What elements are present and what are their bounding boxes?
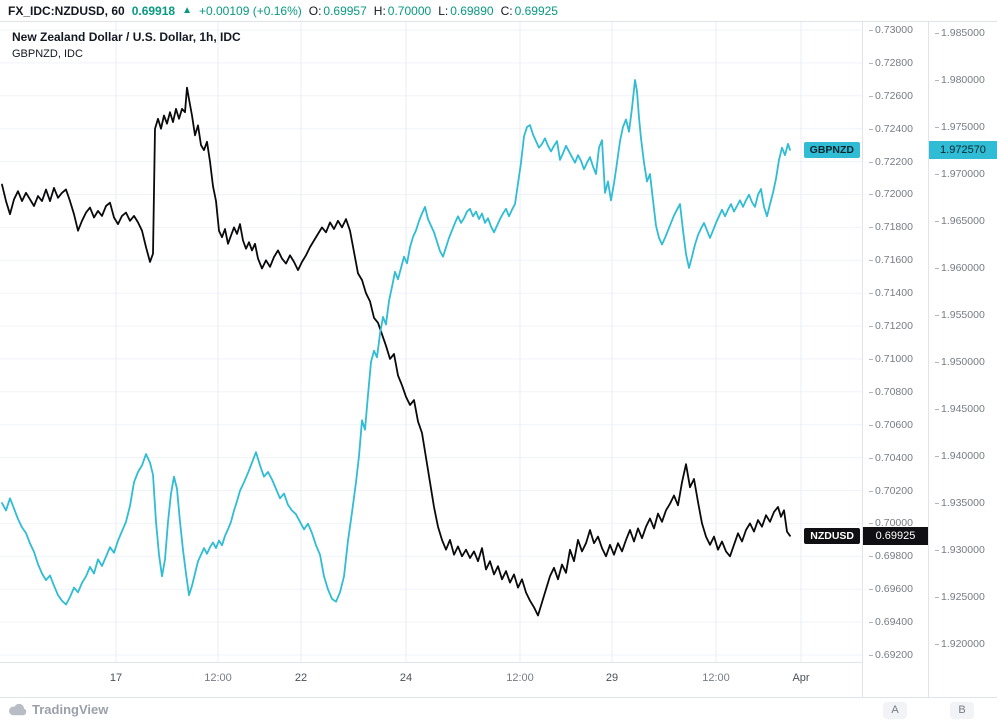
price-tick-label: 1.955000 — [935, 309, 985, 321]
nzdusd-series-tag: NZDUSD — [804, 527, 860, 544]
time-tick-label: Apr — [792, 672, 810, 684]
time-tick-label: 12:00 — [702, 672, 730, 684]
open-value: O: 0.69957 — [308, 3, 367, 18]
time-tick-label: 12:00 — [506, 672, 534, 684]
price-tick-label: 1.965000 — [935, 215, 985, 227]
last-price: 0.69918 — [131, 3, 176, 18]
time-tick-label: 24 — [399, 672, 413, 684]
symbol-info-bar: FX_IDC:NZDUSD, 60 0.69918 ▲ +0.00109 (+0… — [0, 0, 997, 22]
legend-main-series[interactable]: New Zealand Dollar / U.S. Dollar, 1h, ID… — [12, 30, 241, 44]
high-value: H: 0.70000 — [373, 3, 432, 18]
nzdusd-line — [1, 86, 791, 617]
close-value: C: 0.69925 — [500, 3, 558, 18]
gbpnzd-series-tag: GBPNZD — [803, 141, 860, 158]
price-chart-canvas[interactable] — [0, 22, 862, 662]
price-tick-label: 1.945000 — [935, 403, 985, 415]
price-tick-label: 0.72000 — [869, 188, 913, 200]
price-tick-label: 0.72600 — [869, 90, 913, 102]
price-tick-label: 1.975000 — [935, 121, 985, 133]
chart-legend: New Zealand Dollar / U.S. Dollar, 1h, ID… — [12, 30, 241, 60]
price-tick-label: 0.72400 — [869, 123, 913, 135]
price-tick-label: 0.71200 — [869, 320, 913, 332]
price-tick-label: 1.970000 — [935, 168, 985, 180]
price-tick-label: 0.71800 — [869, 221, 913, 233]
time-tick-label: 22 — [294, 672, 308, 684]
chart-area[interactable]: New Zealand Dollar / U.S. Dollar, 1h, ID… — [0, 22, 997, 662]
bottom-toolbar: TradingView A B — [0, 697, 997, 723]
price-tick-label: 0.70600 — [869, 419, 913, 431]
price-tick-label: 1.950000 — [935, 356, 985, 368]
price-tick-label: 1.960000 — [935, 262, 985, 274]
low-value: L: 0.69890 — [438, 3, 494, 18]
price-tick-label: 0.71600 — [869, 254, 913, 266]
nzdusd-price-badge: 0.69925 — [863, 526, 928, 545]
price-tick-label: 1.935000 — [935, 497, 985, 509]
price-tick-label: 0.70200 — [869, 485, 913, 497]
price-tick-label: 0.70800 — [869, 386, 913, 398]
price-tick-label: 0.69800 — [869, 550, 913, 562]
price-axis-b[interactable]: 1.985000 1.980000 1.975000 1.970000 1.965000… — [928, 22, 997, 697]
price-tick-label: 0.69200 — [869, 649, 913, 661]
time-tick-label: 12:00 — [204, 672, 232, 684]
price-tick-label: 1.985000 — [935, 27, 985, 39]
price-tick-label: 1.920000 — [935, 638, 985, 650]
price-tick-label: 0.73000 — [869, 24, 913, 36]
symbol-title[interactable]: FX_IDC:NZDUSD, 60 — [8, 3, 125, 18]
tradingview-wordmark: TradingView — [32, 702, 109, 717]
scale-b-button[interactable]: B — [950, 702, 974, 719]
price-tick-label: 0.71000 — [869, 353, 913, 365]
tradingview-logo[interactable]: TradingView — [8, 702, 108, 717]
price-tick-label: 1.980000 — [935, 74, 985, 86]
price-change: +0.00109 (+0.16%) — [198, 3, 302, 18]
time-axis[interactable]: 17 12:00 22 24 12:00 29 12:00 Apr — [0, 662, 997, 697]
price-tick-label: 0.71400 — [869, 287, 913, 299]
price-tick-label: 0.69600 — [869, 583, 913, 595]
price-tick-label: 0.72200 — [869, 156, 913, 168]
price-tick-label: 1.930000 — [935, 544, 985, 556]
price-tick-label: 0.70400 — [869, 452, 913, 464]
price-tick-label: 0.72800 — [869, 57, 913, 69]
price-axis-a[interactable]: 0.73000 0.72800 0.72600 0.72400 0.72200 0.720… — [862, 22, 928, 697]
gbpnzd-price-badge: 1.972570 — [929, 140, 997, 159]
scale-a-button[interactable]: A — [883, 702, 907, 719]
price-tick-label: 0.70000 — [869, 517, 913, 529]
price-tick-label: 1.925000 — [935, 591, 985, 603]
legend-compare-series[interactable]: GBPNZD, IDC — [12, 48, 83, 60]
time-tick-label: 29 — [605, 672, 619, 684]
cloud-icon — [9, 703, 27, 716]
up-arrow-icon: ▲ — [182, 5, 192, 16]
gbpnzd-line — [1, 79, 791, 606]
price-tick-label: 0.69400 — [869, 616, 913, 628]
time-tick-label: 17 — [109, 672, 123, 684]
price-tick-label: 1.940000 — [935, 450, 985, 462]
